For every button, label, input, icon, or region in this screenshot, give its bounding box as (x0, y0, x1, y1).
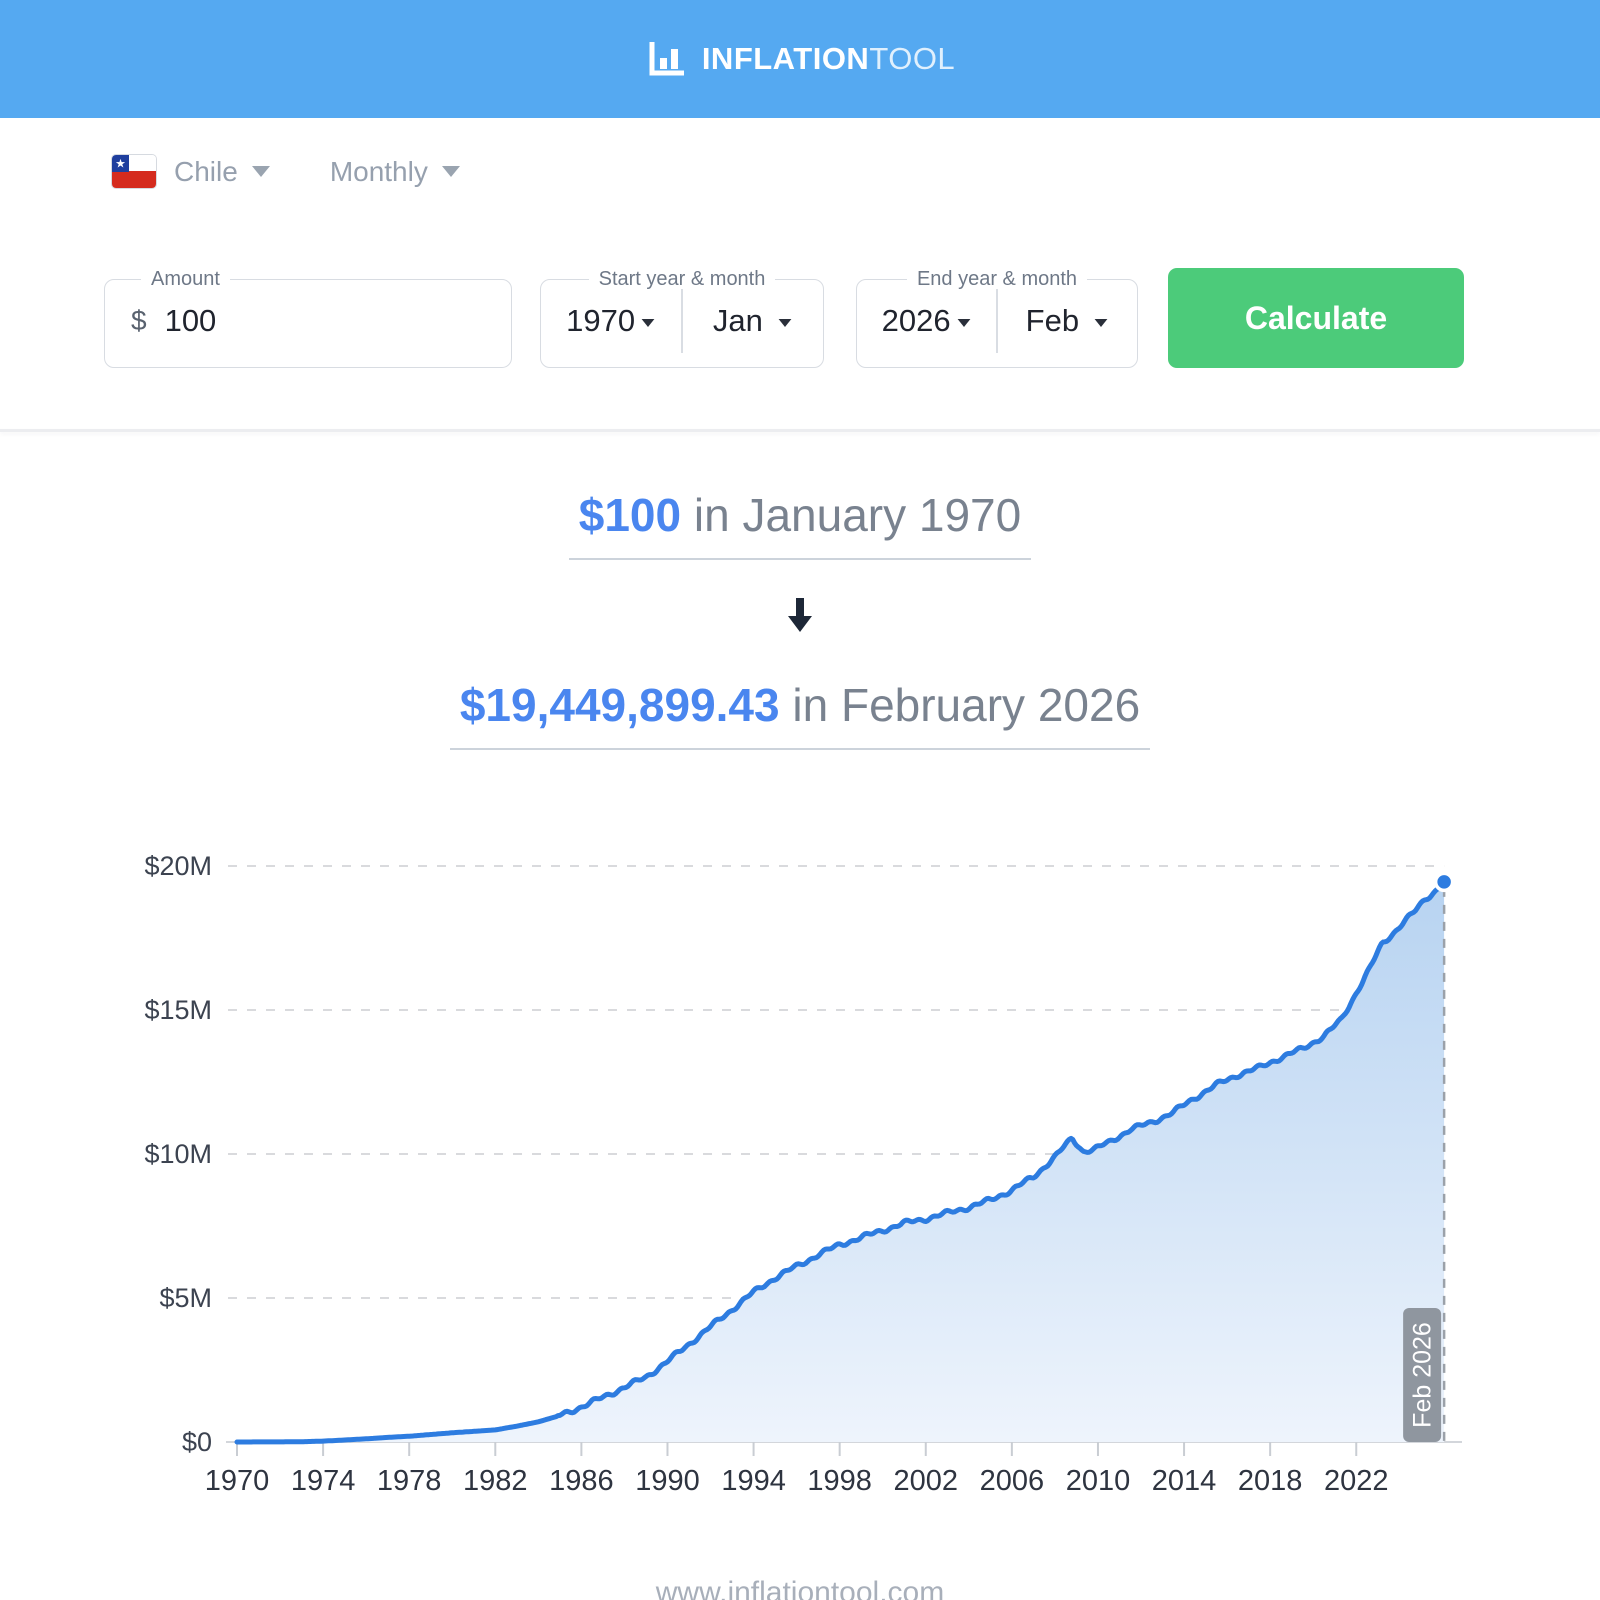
app-header: INFLATIONTOOL (0, 0, 1600, 118)
end-year-select[interactable]: 2026 (857, 303, 996, 339)
x-tick-label: 1986 (549, 1465, 614, 1497)
y-tick-label: $5M (159, 1283, 212, 1313)
chevron-down-icon (251, 166, 270, 177)
x-tick-label: 1990 (635, 1465, 700, 1497)
y-tick-label: $0 (182, 1427, 212, 1457)
chevron-down-icon (1094, 319, 1108, 327)
x-tick-label: 1982 (463, 1465, 528, 1497)
chevron-down-icon (957, 319, 971, 327)
end-field: End year & month 2026 Feb (856, 268, 1138, 368)
country-label: Chile (174, 155, 238, 187)
end-point-dot[interactable] (1433, 871, 1455, 893)
start-label: Start year & month (598, 268, 766, 290)
field-divider (681, 289, 683, 353)
result-to-amount: $19,449,899.43 (459, 679, 780, 731)
amount-label: Amount (151, 268, 220, 290)
y-tick-label: $10M (144, 1139, 212, 1169)
end-month-value: Feb (1025, 303, 1080, 338)
brand-light: TOOL (869, 41, 956, 76)
area-fill (237, 881, 1445, 1442)
x-tick-label: 1998 (807, 1465, 872, 1497)
filters-row: ★ Chile Monthly (112, 155, 460, 188)
footer-url[interactable]: www.inflationtool.com (655, 1576, 945, 1600)
result-to-date: in February 2026 (779, 679, 1141, 731)
frequency-label: Monthly (329, 155, 428, 187)
chevron-down-icon (641, 319, 655, 327)
start-month-value: Jan (712, 303, 763, 338)
result-from-amount: $100 (578, 489, 682, 541)
amount-field: Amount $ (104, 268, 512, 368)
brand-text: INFLATIONTOOL (702, 41, 955, 77)
chevron-down-icon (778, 319, 792, 327)
x-tick-label: 2010 (1066, 1465, 1131, 1497)
start-month-select[interactable]: Jan (683, 303, 823, 339)
section-divider (0, 429, 1600, 432)
country-selector[interactable]: Chile (174, 156, 270, 188)
result-to: $19,449,899.43 in February 2026 (0, 678, 1600, 750)
chile-flag-icon: ★ (112, 155, 156, 188)
x-tick-label: 2006 (980, 1465, 1045, 1497)
x-tick-label: 2022 (1324, 1465, 1389, 1497)
end-label: End year & month (916, 268, 1078, 290)
x-tick-label: 1974 (291, 1465, 356, 1497)
end-year-value: 2026 (881, 303, 951, 338)
field-divider (996, 289, 998, 353)
currency-symbol: $ (131, 305, 147, 336)
result-from: $100 in January 1970 (0, 488, 1600, 560)
x-tick-label: 2014 (1152, 1465, 1217, 1497)
x-tick-label: 1978 (377, 1465, 442, 1497)
y-tick-label: $15M (144, 995, 212, 1025)
frequency-selector[interactable]: Monthly (330, 156, 460, 188)
end-marker-label-box (1403, 1308, 1442, 1442)
chile-flag-svg: ★ (112, 155, 156, 188)
result-from-date: in January 1970 (681, 489, 1022, 541)
x-tick-label: 2018 (1238, 1465, 1303, 1497)
brand-bold: INFLATION (701, 41, 870, 76)
end-marker-label: Feb 2026 (1409, 1322, 1437, 1428)
y-tick-label: $20M (144, 851, 212, 881)
start-field: Start year & month 1970 Jan (540, 268, 824, 368)
end-month-select[interactable]: Feb (998, 303, 1137, 339)
down-arrow-icon (788, 598, 812, 632)
calculator-form: Amount $ Start year & month 1970 Jan (104, 268, 1464, 368)
amount-input[interactable] (162, 302, 463, 340)
chevron-down-icon (441, 166, 460, 177)
brand-logo[interactable]: INFLATIONTOOL (645, 38, 955, 80)
x-tick-label: 2002 (894, 1465, 959, 1497)
start-year-select[interactable]: 1970 (541, 303, 681, 339)
start-year-value: 1970 (566, 303, 636, 338)
x-tick-label: 1994 (721, 1465, 786, 1497)
down-arrow (0, 596, 1600, 639)
bar-chart-logo-icon (649, 42, 684, 76)
x-tick-label: 1970 (205, 1465, 270, 1497)
series-line (234, 879, 1447, 1445)
calculate-button[interactable]: Calculate (1168, 268, 1464, 368)
svg-text:★: ★ (115, 157, 126, 171)
